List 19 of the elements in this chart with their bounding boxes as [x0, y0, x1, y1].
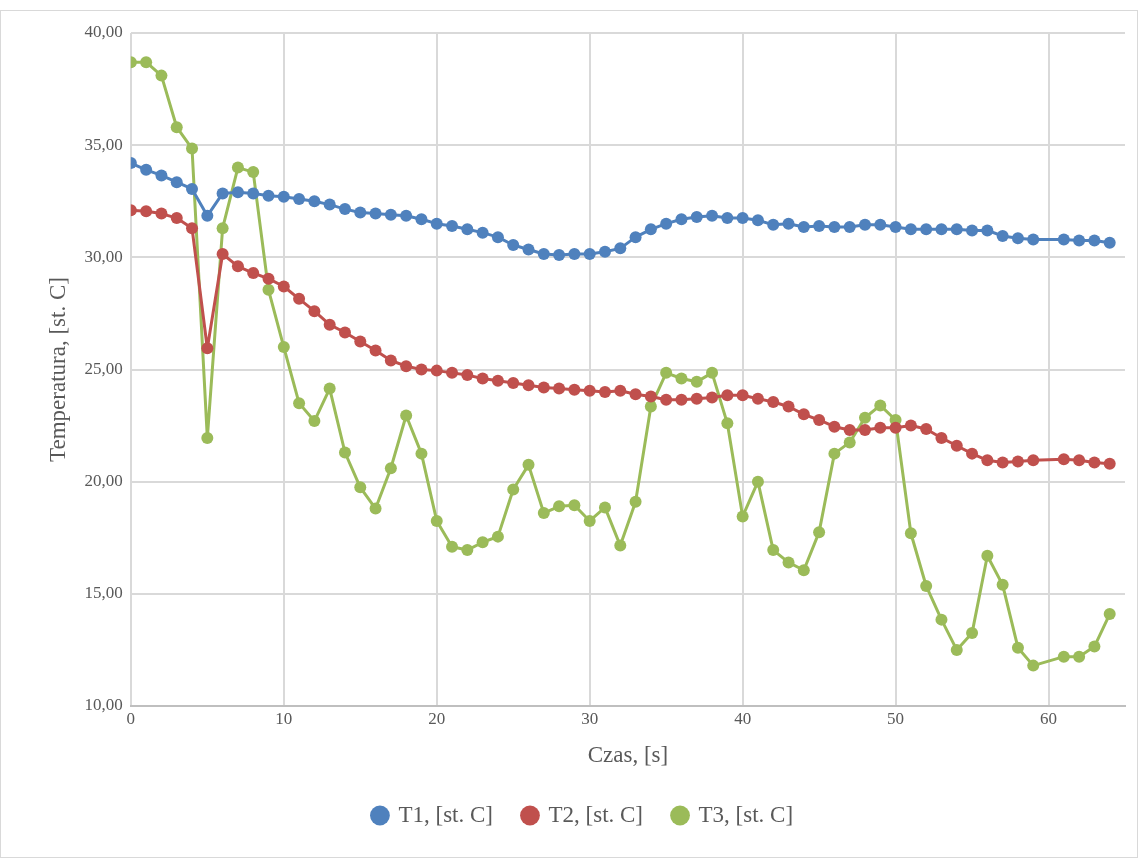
x-tick-label: 0 [126, 708, 136, 728]
y-tick-label: 25,00 [84, 358, 123, 378]
x-tick-label: 50 [887, 708, 905, 728]
y-tick-label: 15,00 [84, 583, 123, 603]
y-tick-label: 10,00 [84, 695, 123, 715]
legend-label: T1, [st. C] [398, 801, 493, 827]
y-tick-label: 30,00 [84, 246, 123, 266]
x-tick-label: 30 [581, 708, 599, 728]
y-tick-label: 35,00 [84, 134, 123, 154]
x-tick-label: 60 [1040, 708, 1058, 728]
x-tick-label: 40 [734, 708, 752, 728]
x-tick-label: 20 [428, 708, 446, 728]
y-tick-label: 40,00 [84, 22, 123, 42]
x-tick-label: 10 [275, 708, 293, 728]
legend-label: T3, [st. C] [698, 801, 794, 827]
legend-label: T2, [st. C] [548, 801, 644, 827]
y-tick-label: 20,00 [84, 471, 123, 491]
x-axis-title: Czas, [s] [587, 742, 669, 768]
y-axis-title: Temperatura, [st. C] [44, 277, 70, 462]
